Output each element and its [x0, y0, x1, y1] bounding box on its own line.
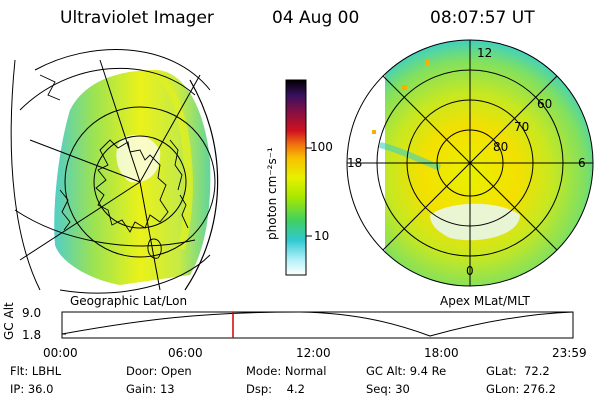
colorbar-tick-100: 100 — [310, 140, 333, 154]
mlat-label-60: 60 — [537, 97, 553, 111]
mlat-label-80: 80 — [493, 140, 509, 154]
info-ip: IP: 36.0 — [10, 382, 54, 396]
mlt-label-0: 0 — [466, 264, 474, 278]
mlt-label-18: 18 — [347, 156, 363, 170]
geographic-map-panel — [10, 49, 219, 294]
info-gain: Gain: 13 — [126, 382, 175, 396]
right-panel-caption: Apex MLat/MLT — [440, 294, 530, 308]
altitude-strip-chart — [61, 311, 574, 339]
info-seq: Seq: 30 — [366, 382, 410, 396]
strip-ytick-9: 9.0 — [22, 306, 42, 320]
mlt-label-6: 6 — [578, 156, 586, 170]
mlat-label-70: 70 — [514, 120, 530, 134]
info-mode: Mode: Normal — [246, 364, 327, 378]
strip-ytick-1-8: 1.8 — [22, 328, 42, 342]
strip-xtick-0000: 00:00 — [43, 346, 78, 360]
header-time: 08:07:57 UT — [430, 8, 535, 28]
polar-plot — [346, 39, 594, 287]
info-flt: Flt: LBHL — [10, 364, 62, 378]
info-glat: GLat: 72.2 — [486, 364, 550, 378]
strip-axis-label: GC Alt — [2, 302, 16, 340]
colorbar-tick-10: 10 — [314, 229, 330, 243]
strip-xtick-1800: 18:00 — [424, 346, 459, 360]
app-title: Ultraviolet Imager — [60, 8, 214, 28]
strip-xtick-0600: 06:00 — [168, 346, 203, 360]
header-date: 04 Aug 00 — [272, 8, 360, 28]
info-door: Door: Open — [126, 364, 192, 378]
strip-xtick-1200: 12:00 — [296, 346, 331, 360]
colorbar-unit-label: photon cm⁻²s⁻¹ — [265, 147, 279, 240]
mlt-label-12: 12 — [477, 46, 493, 60]
info-glon: GLon: 276.2 — [486, 382, 556, 396]
left-panel-caption: Geographic Lat/Lon — [70, 294, 188, 308]
colorbar — [285, 79, 312, 276]
strip-xtick-2359: 23:59 — [552, 346, 587, 360]
info-dsp: Dsp: 4.2 — [246, 382, 305, 396]
info-gc-alt: GC Alt: 9.4 Re — [366, 364, 447, 378]
